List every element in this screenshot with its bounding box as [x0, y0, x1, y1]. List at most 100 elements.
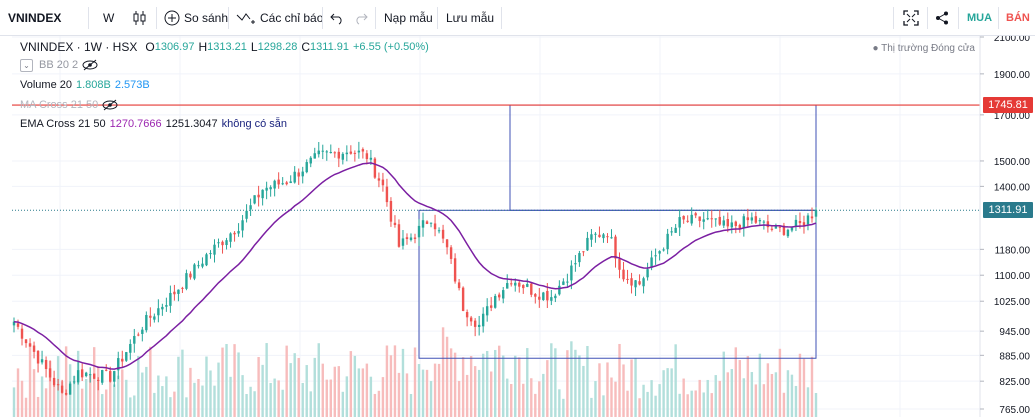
volume-bar	[305, 365, 308, 417]
volume-bar	[397, 372, 401, 417]
indicators-button[interactable]: Các chỉ báo	[236, 0, 323, 35]
volume-bar	[606, 362, 609, 417]
candle-body	[469, 317, 473, 322]
candle-body	[221, 241, 224, 246]
ema-21-line	[13, 162, 817, 370]
horizontal-lines[interactable]	[12, 104, 980, 211]
share-button[interactable]	[935, 0, 949, 35]
price-chart[interactable]: 2100.00 1900.00 1700.00 1500.00 1400.00 1180.…	[0, 36, 1035, 417]
candle-body	[229, 233, 232, 242]
volume-bar	[273, 378, 276, 417]
volume-bar	[121, 369, 124, 417]
candle-body	[349, 151, 353, 154]
volume-bar	[237, 352, 240, 417]
candle-body	[758, 220, 762, 222]
price-axis[interactable]: 2100.00 1900.00 1700.00 1500.00 1400.00 1180.…	[979, 36, 1035, 417]
volume-bar	[337, 366, 341, 417]
candle-body	[293, 171, 296, 183]
volume-bar	[265, 343, 268, 417]
candle-body	[594, 233, 597, 235]
candle-body	[802, 222, 806, 226]
load-layout-button[interactable]: Nạp mẫu	[384, 0, 433, 35]
volume-bar	[32, 369, 36, 417]
volume-bar	[117, 375, 120, 417]
volume-bar	[518, 357, 521, 417]
volume-bar	[109, 370, 112, 417]
compare-button[interactable]: So sánh	[164, 0, 228, 35]
candle-body	[778, 226, 782, 228]
candle-body	[461, 287, 465, 311]
volume-bar	[510, 383, 513, 417]
volume-bar	[457, 380, 461, 417]
candle-body	[32, 345, 36, 352]
candle-body	[377, 178, 381, 181]
candle-body	[614, 236, 617, 259]
volume-bar	[774, 372, 778, 417]
volume-bar	[429, 381, 433, 417]
redo-button[interactable]	[354, 0, 368, 35]
candle-body	[161, 306, 164, 310]
candle-body	[44, 359, 48, 370]
volume-bar	[217, 362, 220, 417]
volume-bar	[409, 394, 413, 417]
symbol-search[interactable]: VNINDEX	[8, 0, 61, 35]
volume-bar	[209, 370, 212, 417]
candle-body	[425, 221, 429, 224]
candle-body	[602, 234, 605, 239]
volume-bar	[810, 356, 814, 417]
volume-bar	[582, 365, 585, 417]
volume-bar	[506, 378, 509, 417]
candle-body	[421, 220, 425, 228]
volume-bar	[762, 384, 766, 417]
volume-bar	[614, 381, 617, 417]
save-layout-button[interactable]: Lưu mẫu	[446, 0, 494, 35]
candle-body	[117, 358, 120, 371]
candle-body	[56, 384, 60, 386]
volume-bar	[526, 348, 529, 417]
volume-bar	[598, 363, 601, 417]
hline-price-tag[interactable]: 1745.81	[983, 97, 1033, 114]
candle-body	[213, 244, 216, 255]
buy-button[interactable]: MUA	[967, 0, 992, 35]
price-tick-label: 1100.00	[995, 271, 1031, 282]
candle-body	[790, 227, 794, 231]
candle-body	[686, 220, 689, 222]
volume-bar	[441, 327, 445, 417]
candle-body	[606, 236, 609, 238]
volume-bar	[281, 389, 284, 417]
undo-button[interactable]	[330, 0, 344, 35]
volume-bar	[72, 376, 76, 417]
volume-bar	[393, 345, 397, 417]
candle-body	[97, 379, 100, 381]
volume-bar	[445, 336, 449, 417]
sell-button[interactable]: BÁN	[1006, 0, 1030, 35]
volume-bar	[498, 345, 501, 417]
range-boxes[interactable]	[418, 104, 817, 359]
interval-button[interactable]: W	[103, 0, 114, 35]
volume-bar	[481, 353, 485, 417]
volume-bar	[313, 357, 316, 417]
volume-bar	[742, 378, 746, 417]
volume-bar	[794, 385, 798, 417]
volume-bar	[317, 343, 320, 417]
volume-bar	[12, 387, 16, 417]
candle-body	[538, 296, 541, 300]
candle-style-button[interactable]	[131, 0, 149, 35]
market-status: ● Thị trường Đóng cửa	[872, 43, 975, 54]
candle-body	[281, 183, 284, 185]
redo-icon	[356, 13, 368, 24]
candle-body	[622, 269, 625, 280]
candle-body	[670, 231, 673, 233]
volume-bar	[141, 372, 144, 417]
save-layout-label: Lưu mẫu	[446, 10, 495, 25]
toolbar-divider	[156, 7, 157, 29]
candle-body	[88, 374, 92, 376]
volume-bar	[638, 398, 641, 417]
candle-body	[329, 152, 332, 154]
volume-bar	[522, 383, 525, 417]
fullscreen-button[interactable]	[903, 0, 919, 35]
volume-bar	[798, 353, 802, 417]
volume-bar	[590, 397, 593, 417]
volume-bar	[738, 360, 742, 417]
volume-bar	[105, 389, 108, 417]
